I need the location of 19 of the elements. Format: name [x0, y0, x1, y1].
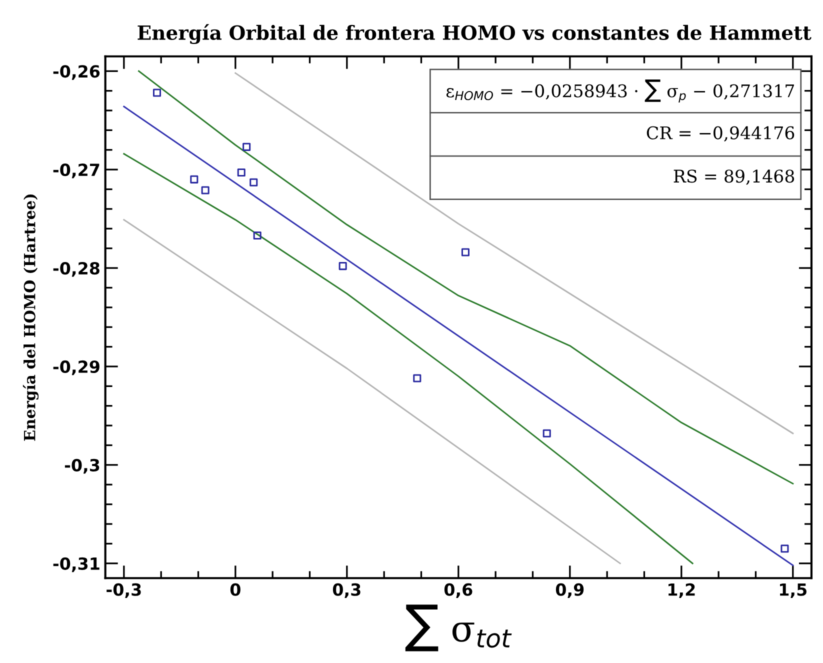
annotation: ε$_{HOMO}$ = −0,0258943 · ∑ σ$_{p}$ − 0,271317: [446, 80, 794, 103]
x-tick-label: 0,9: [556, 583, 584, 598]
x-axis-title: ∑ σ$_{tot}$: [405, 604, 512, 652]
y-tick-label: -0,3: [64, 458, 100, 474]
x-tick-label: 1,2: [668, 583, 695, 598]
y-tick-label: -0,29: [53, 360, 100, 376]
y-axis-title: Energía del HOMO (Hartree): [22, 194, 39, 441]
x-tick-label: -0,3: [106, 583, 141, 598]
x-tick-label: 1,5: [780, 584, 806, 598]
chart-title: Energía Orbital de frontera HOMO vs constantes de Hammett: [138, 24, 812, 44]
annotation: CR = −0,944176: [646, 126, 794, 142]
y-tick-label: -0,26: [53, 65, 100, 80]
y-tick-label: -0,27: [53, 164, 100, 178]
x-tick-label: 0,6: [444, 583, 472, 598]
annotation: RS = 89,1468: [674, 170, 794, 185]
y-tick-label: -0,31: [53, 557, 100, 572]
y-tick-label: -0,28: [53, 262, 100, 277]
x-tick-label: 0,3: [332, 583, 360, 598]
x-tick-label: 0: [230, 583, 240, 596]
